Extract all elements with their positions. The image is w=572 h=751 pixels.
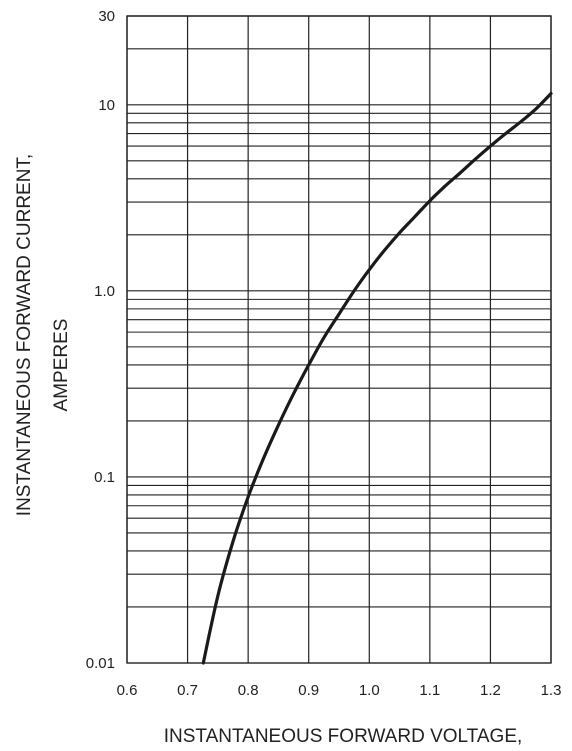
grid — [126, 15, 552, 664]
x-tick-label: 1.1 — [419, 682, 440, 699]
series — [201, 91, 553, 665]
x-tick-label: 0.8 — [238, 682, 259, 699]
x-tick-label: 1.0 — [359, 682, 380, 699]
x-tick-label: 0.9 — [298, 682, 319, 699]
x-tick-label: 1.3 — [541, 682, 562, 699]
x-axis-title: INSTANTANEOUS FORWARD VOLTAGE, — [164, 726, 523, 747]
x-tick-label: 0.6 — [117, 682, 138, 699]
x-tick-label: 1.2 — [480, 682, 501, 699]
tick-labels: 0.6 0.7 0.8 0.9 1.0 1.1 1.2 1.3 0.01 0.1 1.0 10 30 — [86, 8, 562, 699]
y-axis-title-line1: INSTANTANEOUS FORWARD CURRENT, — [14, 154, 35, 516]
y-axis-title-line2: AMPERES — [51, 319, 72, 412]
series-line — [201, 91, 553, 665]
y-tick-label: 0.1 — [94, 469, 115, 486]
y-tick-label: 1.0 — [94, 283, 115, 300]
y-tick-label: 0.01 — [86, 655, 115, 672]
y-tick-label: 10 — [98, 97, 115, 114]
plot-frame — [126, 15, 552, 664]
x-tick-label: 0.7 — [177, 682, 198, 699]
y-tick-label: 30 — [98, 8, 115, 25]
